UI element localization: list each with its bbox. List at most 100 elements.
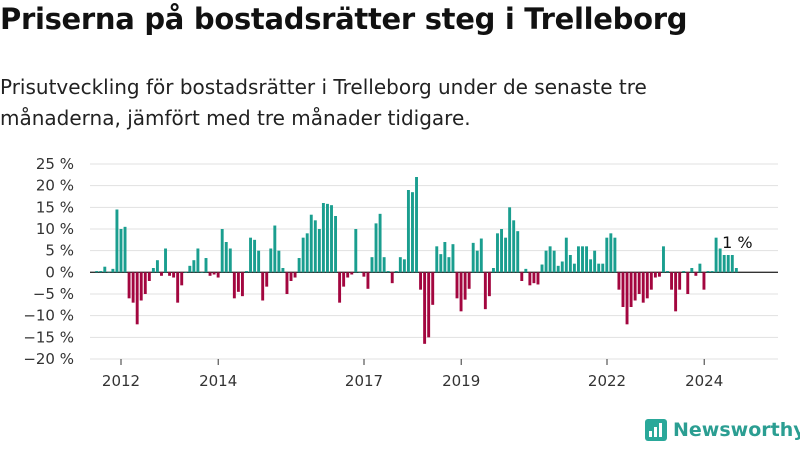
- chart-bar: [593, 250, 597, 273]
- chart-bar: [398, 257, 402, 273]
- y-tick-label: −10 %: [23, 307, 74, 325]
- chart-bar: [99, 271, 103, 273]
- chart-bar: [467, 272, 471, 289]
- chart-bar: [208, 272, 212, 276]
- chart-bar: [281, 268, 285, 273]
- chart-bar: [633, 272, 637, 301]
- chart-bar: [451, 244, 455, 273]
- chart-bar: [342, 272, 346, 287]
- chart-bar: [301, 237, 305, 273]
- chart-bar: [95, 271, 99, 273]
- chart-bar: [160, 272, 163, 276]
- chart-bar: [483, 272, 487, 310]
- chart-bar: [127, 272, 131, 299]
- chart-bar: [232, 272, 236, 299]
- chart-bar: [682, 271, 686, 273]
- chart-bar: [293, 272, 297, 278]
- chart-bar: [151, 268, 155, 273]
- x-tick-label: 2014: [199, 372, 237, 390]
- chart-bar: [143, 272, 147, 294]
- chart-bar: [285, 272, 289, 294]
- chart-bar: [597, 263, 601, 273]
- chart-bar: [273, 225, 277, 273]
- chart-bar: [475, 250, 479, 273]
- chart-bar: [155, 260, 159, 273]
- chart-bar: [289, 272, 293, 281]
- chart-bar: [240, 272, 244, 297]
- chart-bar: [135, 272, 139, 325]
- chart-bar: [374, 223, 378, 273]
- chart-bar: [249, 237, 252, 273]
- chart-bar: [427, 272, 431, 338]
- chart-bar: [552, 250, 556, 273]
- chart-bar: [528, 272, 532, 286]
- chart-bar: [309, 214, 313, 273]
- y-tick-label: 25 %: [36, 155, 74, 173]
- y-tick-label: 10 %: [36, 220, 74, 238]
- chart-bar: [617, 272, 621, 290]
- x-tick-label: 2019: [442, 372, 480, 390]
- chart-bar: [455, 272, 459, 299]
- y-tick-label: −15 %: [23, 328, 74, 346]
- chart-bar: [548, 246, 552, 273]
- chart-bar: [722, 255, 726, 273]
- chart-bar: [184, 272, 188, 273]
- chart-bar: [508, 207, 512, 273]
- chart-bar: [690, 268, 694, 273]
- chart-bar: [245, 271, 248, 273]
- chart-bar: [496, 233, 499, 273]
- chart-bar: [338, 272, 342, 303]
- chart-bar: [176, 272, 180, 303]
- newsworthy-logo: Newsworthy: [645, 419, 800, 441]
- chart-bar: [253, 239, 257, 273]
- chart-y-axis-labels: 25 % 20 % 15 % 10 % 5 % 0 % −5 % −10 % −15 % −20 …: [23, 155, 74, 368]
- chart-bar: [180, 272, 184, 286]
- chart-bar: [366, 272, 370, 289]
- chart-bar: [621, 272, 625, 307]
- x-tick-label: 2017: [345, 372, 383, 390]
- chart-bar: [577, 246, 580, 273]
- x-tick-label: 2024: [685, 372, 723, 390]
- chart-bar: [609, 233, 613, 273]
- chart-bar: [330, 205, 333, 273]
- chart-bar: [641, 272, 645, 303]
- chart-bar: [224, 242, 228, 273]
- chart-bar: [115, 209, 119, 273]
- chart-bar: [382, 257, 386, 273]
- chart-bar: [662, 246, 665, 273]
- chart-bar: [168, 272, 172, 276]
- chart-bar: [317, 229, 321, 273]
- chart-bar: [706, 271, 710, 273]
- chart-bar: [103, 266, 107, 273]
- chart-bar: [516, 231, 520, 273]
- chart-bar: [204, 258, 208, 273]
- chart-bar: [216, 272, 220, 278]
- chart-bar: [702, 272, 706, 290]
- chart-bar: [326, 203, 329, 273]
- chart-bar: [556, 265, 560, 273]
- chart-bar: [220, 229, 224, 273]
- chart-bar: [540, 264, 544, 273]
- chart-bar: [649, 272, 653, 290]
- chart-bar: [261, 272, 265, 301]
- chart-bar: [321, 203, 325, 273]
- last-value-label: 1 %: [722, 233, 752, 252]
- chart-bar: [362, 272, 366, 277]
- chart-bar: [718, 248, 722, 273]
- chart-bar: [512, 220, 516, 273]
- chart-bar: [257, 250, 261, 273]
- chart-bar: [714, 237, 718, 273]
- chart-bar: [297, 258, 301, 273]
- chart-bar: [269, 248, 273, 273]
- x-tick-label: 2012: [102, 372, 140, 390]
- chart-bar: [734, 268, 738, 273]
- chart-bar: [471, 242, 475, 273]
- chart-bar: [439, 254, 443, 273]
- chart-bar: [625, 272, 629, 325]
- chart-bar: [491, 268, 495, 273]
- chart-bar: [560, 261, 564, 273]
- chart-bar: [678, 272, 682, 290]
- chart-bar: [415, 177, 418, 273]
- chart-bar: [524, 268, 528, 273]
